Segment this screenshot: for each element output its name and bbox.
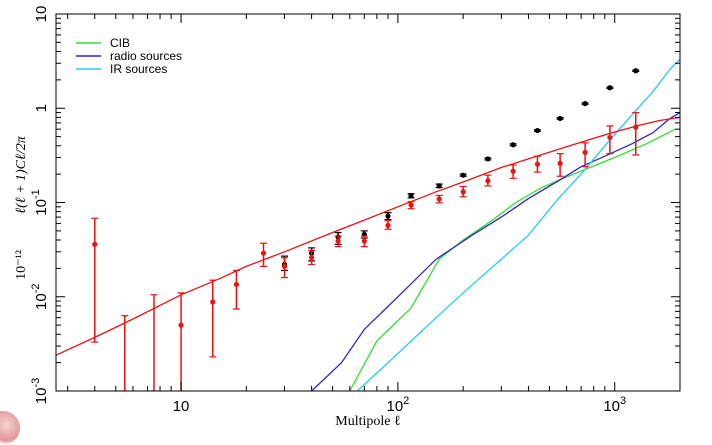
- red-data-point: [281, 263, 288, 269]
- plot-area: [56, 58, 680, 391]
- red-data-point: [485, 178, 491, 184]
- y-tick-label-exponent: -1: [30, 189, 42, 199]
- red-data-point: [436, 196, 442, 202]
- red-data-point: [408, 202, 414, 208]
- axis-ticks: [56, 13, 681, 392]
- series-line: [56, 116, 680, 356]
- red-data-point: [633, 124, 639, 130]
- red-data-point: [385, 222, 391, 229]
- legend-label: CIB: [110, 36, 130, 50]
- red-data-point: [260, 250, 267, 256]
- red-data-point: [607, 134, 613, 141]
- y-tick-label: 10-3: [30, 378, 50, 404]
- series-line: [311, 112, 680, 391]
- red-data-point: [178, 322, 184, 328]
- y-axis-label-prefix: 10⁻¹²: [14, 250, 29, 280]
- y-tick-label-group: 10-2: [30, 284, 50, 310]
- y-tick-label: 10-1: [30, 189, 50, 215]
- y-axis-label-group: 10⁻¹² ℓ(ℓ + 1)Cℓ/2π: [14, 135, 29, 280]
- red-data-point: [309, 255, 315, 261]
- red-data-point: [361, 238, 367, 244]
- y-tick-label-exponent: -2: [30, 284, 42, 294]
- y-tick-label-group: 1: [33, 104, 50, 112]
- y-tick-label-group: 10-3: [30, 378, 50, 404]
- black-data-point: [557, 115, 563, 122]
- legend-label: radio sources: [110, 49, 182, 63]
- x-tick-label-exponent: 2: [403, 395, 409, 407]
- y-tick-label-group: 10-1: [30, 189, 50, 215]
- red-data-point: [510, 168, 516, 174]
- y-tick-label: 10-2: [30, 284, 50, 310]
- black-data-point: [534, 127, 541, 134]
- x-tick-label-exponent: 3: [620, 395, 626, 407]
- red-data-point: [460, 189, 466, 195]
- black-data-point: [408, 193, 414, 199]
- red-data-point: [92, 241, 98, 247]
- red-data-point: [534, 161, 541, 167]
- black-data-point: [582, 101, 588, 107]
- red-data-point: [335, 238, 341, 244]
- red-data-point: [582, 149, 588, 156]
- x-tick-label: 103: [603, 395, 626, 415]
- black-data-point: [485, 156, 491, 162]
- series-line: [349, 128, 676, 391]
- black-data-point: [633, 68, 639, 74]
- black-data-point: [460, 172, 466, 178]
- legend-label: IR sources: [110, 62, 167, 76]
- black-data-point: [436, 183, 442, 189]
- y-tick-label: 10: [33, 6, 50, 23]
- series-line: [356, 58, 680, 391]
- black-data-point: [385, 213, 391, 219]
- red-data-point: [210, 299, 216, 305]
- x-axis-label: Multipole ℓ: [335, 414, 401, 429]
- x-tick-label: 102: [386, 395, 409, 415]
- y-tick-label-group: 10: [33, 6, 50, 23]
- y-tick-label: 1: [33, 104, 50, 112]
- red-data-point: [233, 281, 240, 288]
- black-data-point: [607, 85, 613, 91]
- x-tick-label: 10: [173, 398, 190, 415]
- y-axis-label: ℓ(ℓ + 1)Cℓ/2π: [14, 135, 29, 213]
- black-data-point: [510, 142, 516, 148]
- red-data-point: [557, 160, 563, 166]
- y-tick-label-exponent: -3: [30, 378, 42, 388]
